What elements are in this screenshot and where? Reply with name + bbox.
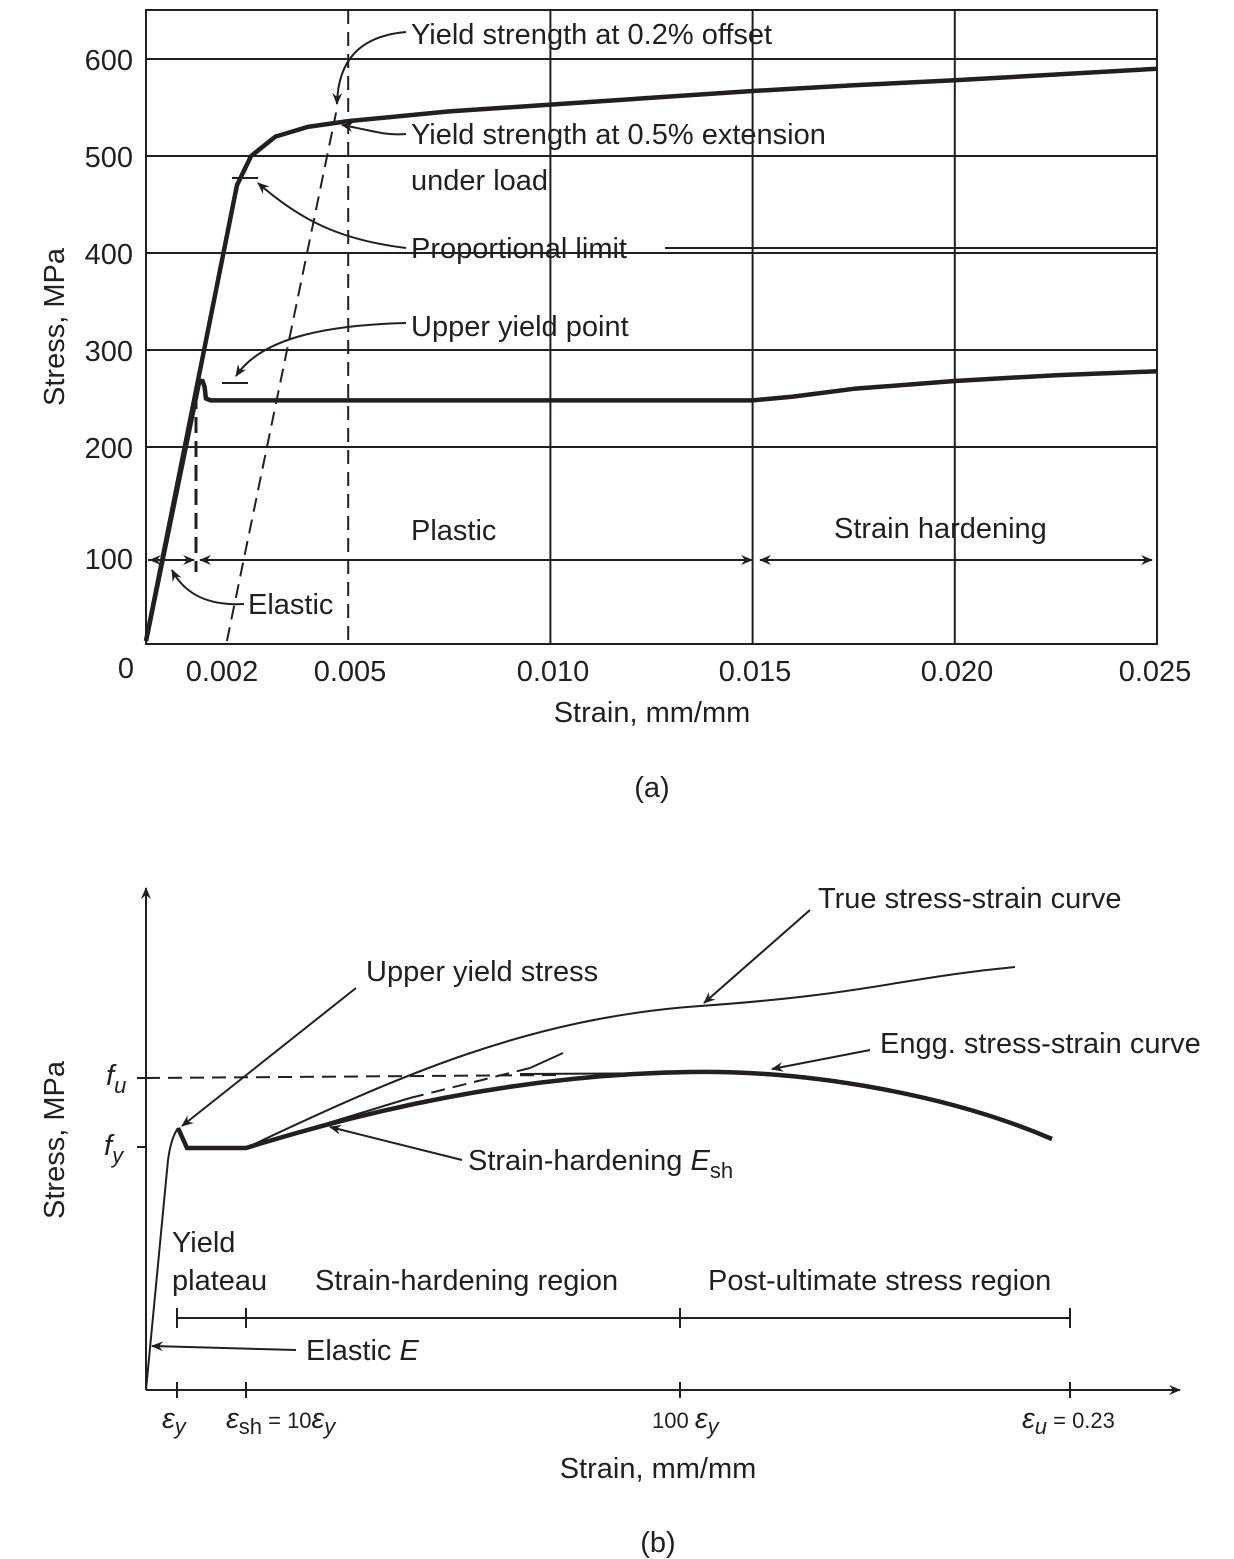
annotation-yield-05-cont: under load xyxy=(411,165,548,197)
annotation-yield: Yield xyxy=(172,1227,235,1259)
annotation-elastic-e: Elastic E xyxy=(306,1335,419,1367)
arrow-engg-curve xyxy=(771,1049,871,1072)
annotation-proportional: Proportional limit xyxy=(411,233,627,265)
arrow-true-curve xyxy=(703,909,811,1004)
x-tick-label: 0.005 xyxy=(314,656,387,688)
arrow-upper-yield-stress xyxy=(181,987,357,1127)
plot-frame xyxy=(145,9,1158,645)
annotation-yield-05: Yield strength at 0.5% extension xyxy=(411,119,826,151)
x-axis-label-b: Strain, mm/mm xyxy=(560,1453,757,1485)
annotation-true-curve: True stress-strain curve xyxy=(818,883,1122,915)
eu-label: εu = 0.23 xyxy=(1022,1403,1115,1439)
axis-ticks xyxy=(137,1077,1071,1398)
x-tick-labels: 0.002 0.005 0.010 0.015 0.020 0.025 xyxy=(186,656,1192,688)
annotation-post-ultimate: Post-ultimate stress region xyxy=(708,1265,1051,1297)
annotation-plateau: plateau xyxy=(172,1265,267,1297)
ey-label: εy xyxy=(162,1403,188,1439)
annotation-upper-yield: Upper yield point xyxy=(411,311,629,343)
y-tick-label: 500 xyxy=(85,142,133,174)
arrow-yield-02 xyxy=(332,31,407,105)
true-stress-strain-curve xyxy=(245,966,1016,1149)
arrow-elastic-e xyxy=(151,1341,297,1352)
series-group xyxy=(143,66,1158,642)
esh-tangent xyxy=(245,1097,411,1149)
annotation-plastic: Plastic xyxy=(411,515,496,547)
x-tick-label: 0.015 xyxy=(719,656,792,688)
fy-label: fy xyxy=(104,1130,125,1168)
y-tick-labels: 600 500 400 300 200 100 0 xyxy=(85,45,134,685)
fu-label: fu xyxy=(106,1060,126,1098)
y-tick-label: 0 xyxy=(118,653,134,685)
series-line-mild-steel xyxy=(143,369,1158,642)
annotations-b: True stress-strain curve Upper yield str… xyxy=(172,883,1201,1367)
arrow-proportional xyxy=(257,182,407,249)
series-line-0-2-offset-line xyxy=(225,112,338,642)
y-tick-labels-b: fu fy xyxy=(104,1060,126,1168)
esh-label: εsh = 10εy xyxy=(226,1403,337,1439)
chart-caption: (a) xyxy=(634,772,669,804)
x-tick-label: 0.020 xyxy=(921,656,994,688)
y-tick-label: 200 xyxy=(85,433,133,465)
arrow-elastic xyxy=(171,569,245,606)
series-line-high-strength-steel xyxy=(143,66,1158,642)
engg-stress-strain-curve xyxy=(175,1069,1053,1151)
x-axis-label: Strain, mm/mm xyxy=(554,697,751,729)
annotation-strain-hardening-esh: Strain-hardening Esh xyxy=(468,1145,733,1183)
annotation-yield-02: Yield strength at 0.2% offset xyxy=(411,19,772,51)
x-tick-labels-b: εy εsh = 10εy 100 εy εu = 0.23 xyxy=(162,1403,1115,1439)
y-tick-label: 400 xyxy=(85,239,133,271)
e100-label: 100 εy xyxy=(652,1403,721,1439)
annotations: Yield strength at 0.2% offset Yield stre… xyxy=(248,19,1047,621)
y-tick-label: 300 xyxy=(85,336,133,368)
arrow-yield-05 xyxy=(341,122,407,136)
y-tick-label: 100 xyxy=(85,544,133,576)
arrow-upper-yield xyxy=(235,322,407,377)
y-axis-label: Stress, MPa xyxy=(39,247,71,406)
elastic-line xyxy=(145,1127,179,1391)
gridlines xyxy=(146,10,1157,644)
arrow-strain-hardening xyxy=(329,1124,463,1161)
x-tick-label: 0.010 xyxy=(517,656,590,688)
region-bar xyxy=(176,1308,1071,1328)
fu-dashed-line xyxy=(145,1074,561,1079)
esh-tangent-end xyxy=(529,1052,564,1069)
annotation-upper-yield-stress: Upper yield stress xyxy=(366,956,598,988)
annotation-sh-region: Strain-hardening region xyxy=(315,1265,618,1297)
y-tick-label: 600 xyxy=(85,45,133,77)
y-axis-label-b: Stress, MPa xyxy=(39,1060,71,1219)
annotation-engg-curve: Engg. stress-strain curve xyxy=(880,1028,1201,1060)
x-tick-label: 0.025 xyxy=(1119,656,1192,688)
chart-b: True stress-strain curve Upper yield str… xyxy=(39,883,1201,1559)
annotation-elastic: Elastic xyxy=(248,589,333,621)
annotation-strain-hardening: Strain hardening xyxy=(834,513,1047,545)
x-tick-label: 0.002 xyxy=(186,656,259,688)
chart-caption-b: (b) xyxy=(640,1527,675,1559)
annotation-arrows xyxy=(148,31,1157,606)
chart-a: 600 500 400 300 200 100 0 0.002 0.005 0.… xyxy=(39,9,1192,804)
